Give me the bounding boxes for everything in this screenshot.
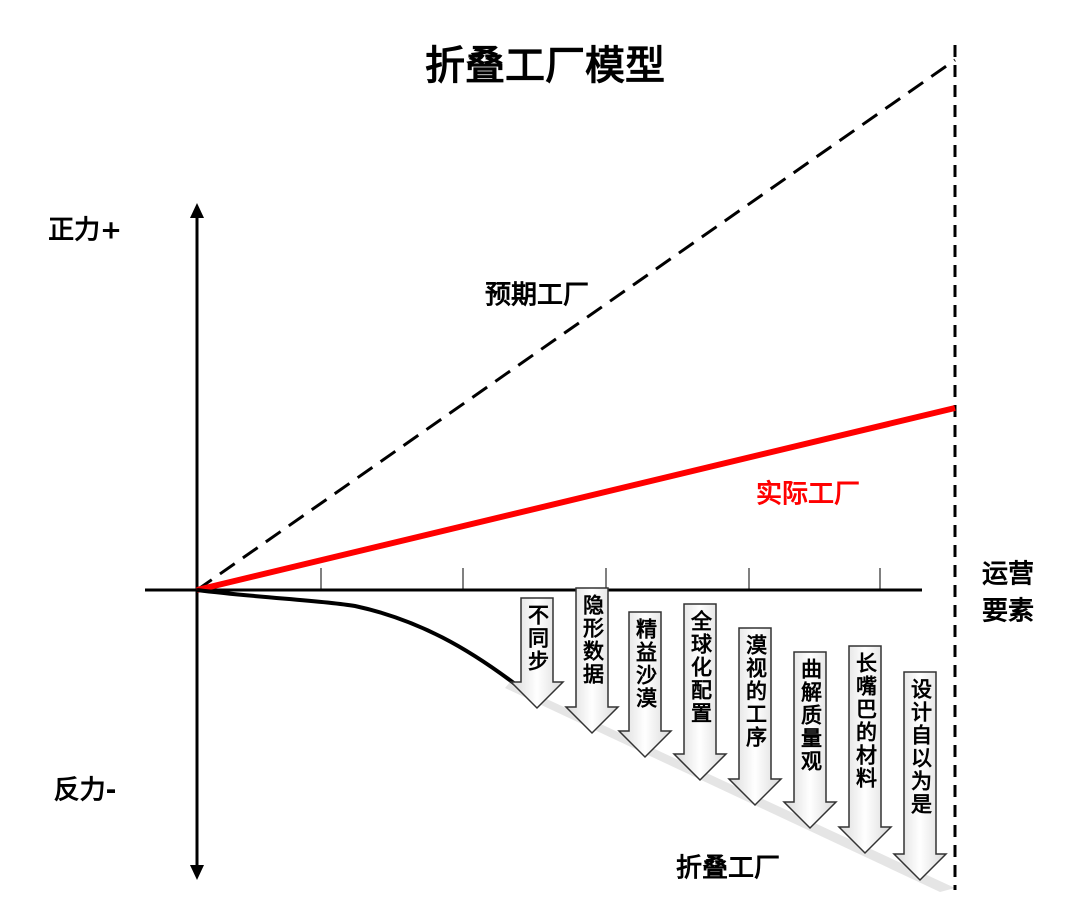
actual-label: 实际工厂 xyxy=(755,479,861,510)
actual-line xyxy=(196,405,956,593)
right-label: 运营 xyxy=(981,559,1035,590)
negative-label: 反力- xyxy=(53,775,117,806)
right-label: 要素 xyxy=(981,596,1035,627)
positive-label: 正力+ xyxy=(48,215,122,246)
arrows xyxy=(509,587,948,882)
factor-arrow xyxy=(509,597,565,710)
arrow-head xyxy=(190,865,204,880)
factor-arrow xyxy=(782,651,838,830)
factor-label: 精益沙漠 xyxy=(633,618,658,710)
shadow xyxy=(505,682,955,892)
factor-label: 漠视的工序 xyxy=(743,634,768,749)
factor-label: 曲解质量观 xyxy=(798,658,823,773)
factor-label: 设计自以为是 xyxy=(908,678,933,816)
ticks xyxy=(320,568,881,590)
factor-label: 长嘴巴的材料 xyxy=(853,652,878,790)
expected-line xyxy=(196,58,956,592)
factor-arrow xyxy=(672,603,728,782)
factor-arrow xyxy=(892,671,948,882)
factor-arrow xyxy=(617,611,673,759)
factor-arrow xyxy=(564,587,620,735)
expected-label: 预期工厂 xyxy=(484,280,590,311)
arrow-head xyxy=(190,203,204,218)
bottom-label: 折叠工厂 xyxy=(675,853,781,884)
factor-label: 不同步 xyxy=(525,604,550,673)
factor-arrow xyxy=(837,645,893,855)
title: 折叠工厂模型 xyxy=(425,43,665,89)
factor-label: 隐形数据 xyxy=(580,594,605,686)
factor-label: 全球化配置 xyxy=(688,610,713,725)
factor-arrow xyxy=(727,627,783,807)
folding-curve xyxy=(196,588,517,686)
